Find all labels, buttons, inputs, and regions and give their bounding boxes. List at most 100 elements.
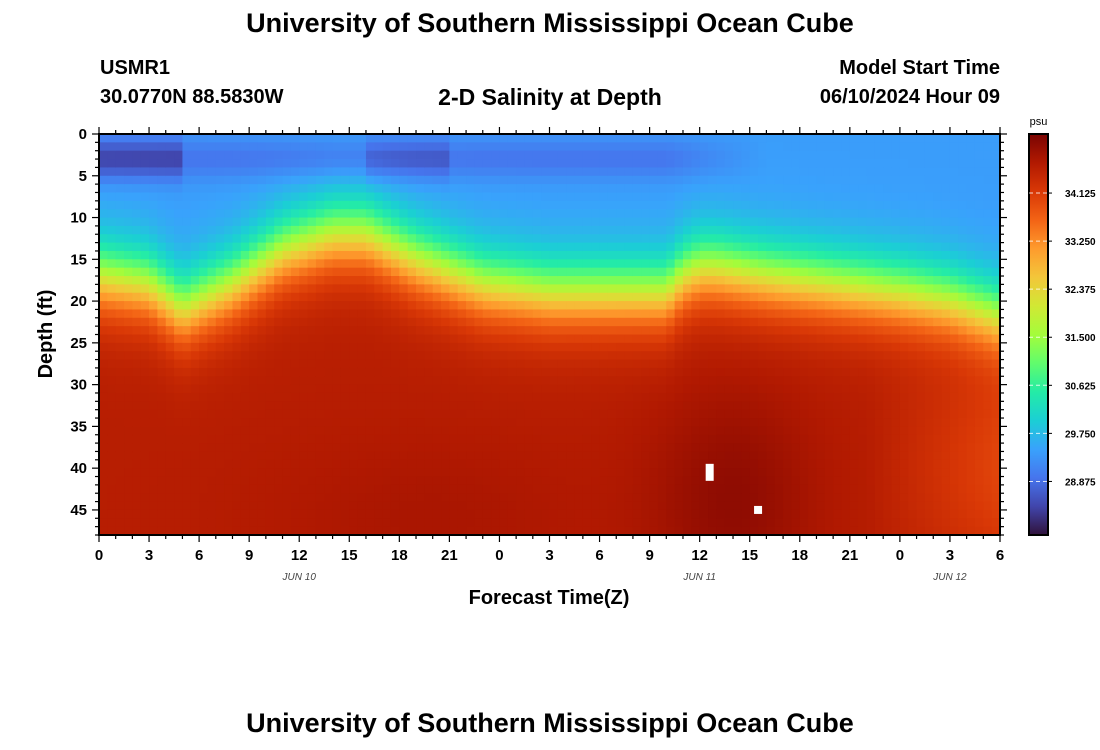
heatmap-cell [549,476,559,486]
heatmap-cell [808,459,818,469]
heatmap-cell [699,493,709,503]
heatmap-cell [958,326,968,336]
heatmap-cell [499,167,509,177]
heatmap-cell [933,184,943,194]
heatmap-cell [607,200,617,210]
heatmap-cell [274,317,284,327]
heatmap-cell [416,334,425,344]
heatmap-cell [691,184,701,194]
heatmap-cell [524,217,534,227]
heatmap-cell [632,217,642,227]
heatmap-cell [99,301,108,311]
heatmap-cell [365,192,375,202]
heatmap-cell [716,392,726,402]
heatmap-cell [949,326,959,336]
heatmap-cell [482,484,492,494]
heatmap-cell [657,376,667,386]
heatmap-cell [482,376,492,386]
heatmap-cell [390,459,400,469]
heatmap-cell [524,142,534,152]
heatmap-cell [891,509,901,519]
heatmap-cell [274,259,284,269]
heatmap-cell [949,367,959,377]
heatmap-cell [115,200,125,210]
heatmap-cell [949,284,959,294]
heatmap-cell [224,259,234,269]
heatmap-cell [441,509,450,519]
heatmap-cell [741,267,751,277]
heatmap-cell [132,309,142,319]
heatmap-cell [365,509,375,519]
heatmap-cell [607,217,617,227]
heatmap-cell [716,217,726,227]
heatmap-cell [257,150,267,160]
heatmap-cell [157,150,167,160]
station-id: USMR1 [100,57,171,79]
heatmap-cell [616,200,626,210]
heatmap-cell [374,276,384,285]
heatmap-cell [657,443,667,453]
heatmap-cell [849,392,859,402]
heatmap-cell [657,159,667,169]
heatmap-cell [849,434,859,444]
heatmap-cell [524,518,534,528]
heatmap-cell [758,392,767,402]
heatmap-cell [924,484,934,494]
heatmap-cell [407,267,417,277]
heatmap-cell [557,484,567,494]
heatmap-cell [149,384,158,394]
heatmap-cell [174,167,184,177]
heatmap-cell [691,401,701,411]
heatmap-cell [849,493,859,503]
heatmap-cell [766,468,776,478]
heatmap-cell [724,250,734,260]
heatmap-cell [582,509,592,519]
heatmap-cell [282,192,292,202]
heatmap-cell [382,217,392,227]
heatmap-cell [449,518,459,528]
heatmap-cell [733,359,742,369]
heatmap-cell [891,309,901,319]
heatmap-cell [140,459,150,469]
heatmap-cell [599,334,609,344]
heatmap-cell [791,434,801,444]
heatmap-cell [958,184,968,194]
heatmap-cell [457,434,467,444]
heatmap-cell [407,200,417,210]
heatmap-cell [791,493,801,503]
heatmap-cell [816,217,826,227]
heatmap-cell [699,276,709,285]
heatmap-cell [724,426,734,436]
heatmap-cell [874,526,884,536]
heatmap-cell [399,451,409,461]
heatmap-cell [624,159,634,169]
heatmap-cell [207,134,217,143]
heatmap-cell [157,292,167,302]
heatmap-cell [365,384,375,394]
heatmap-cell [774,142,784,152]
heatmap-cell [499,209,509,219]
heatmap-cell [524,342,534,352]
heatmap-cell [749,443,759,453]
heatmap-cell [941,301,951,311]
heatmap-cell [808,142,818,152]
heatmap-cell [891,317,901,327]
heatmap-cell [407,342,417,352]
heatmap-cell [699,192,709,202]
heatmap-cell [866,459,876,469]
heatmap-cell [858,509,868,519]
heatmap-cell [808,451,818,461]
heatmap-cell [491,284,501,294]
heatmap-cell [449,242,459,252]
heatmap-cell [115,359,125,369]
heatmap-cell [115,175,125,185]
heatmap-cell [833,259,843,269]
heatmap-cell [190,351,200,361]
heatmap-cell [566,234,576,244]
heatmap-cell [365,200,375,210]
heatmap-cell [290,409,300,419]
heatmap-cell [958,259,968,269]
heatmap-cell [933,392,943,402]
heatmap-cell [899,501,909,511]
heatmap-cell [666,142,676,152]
